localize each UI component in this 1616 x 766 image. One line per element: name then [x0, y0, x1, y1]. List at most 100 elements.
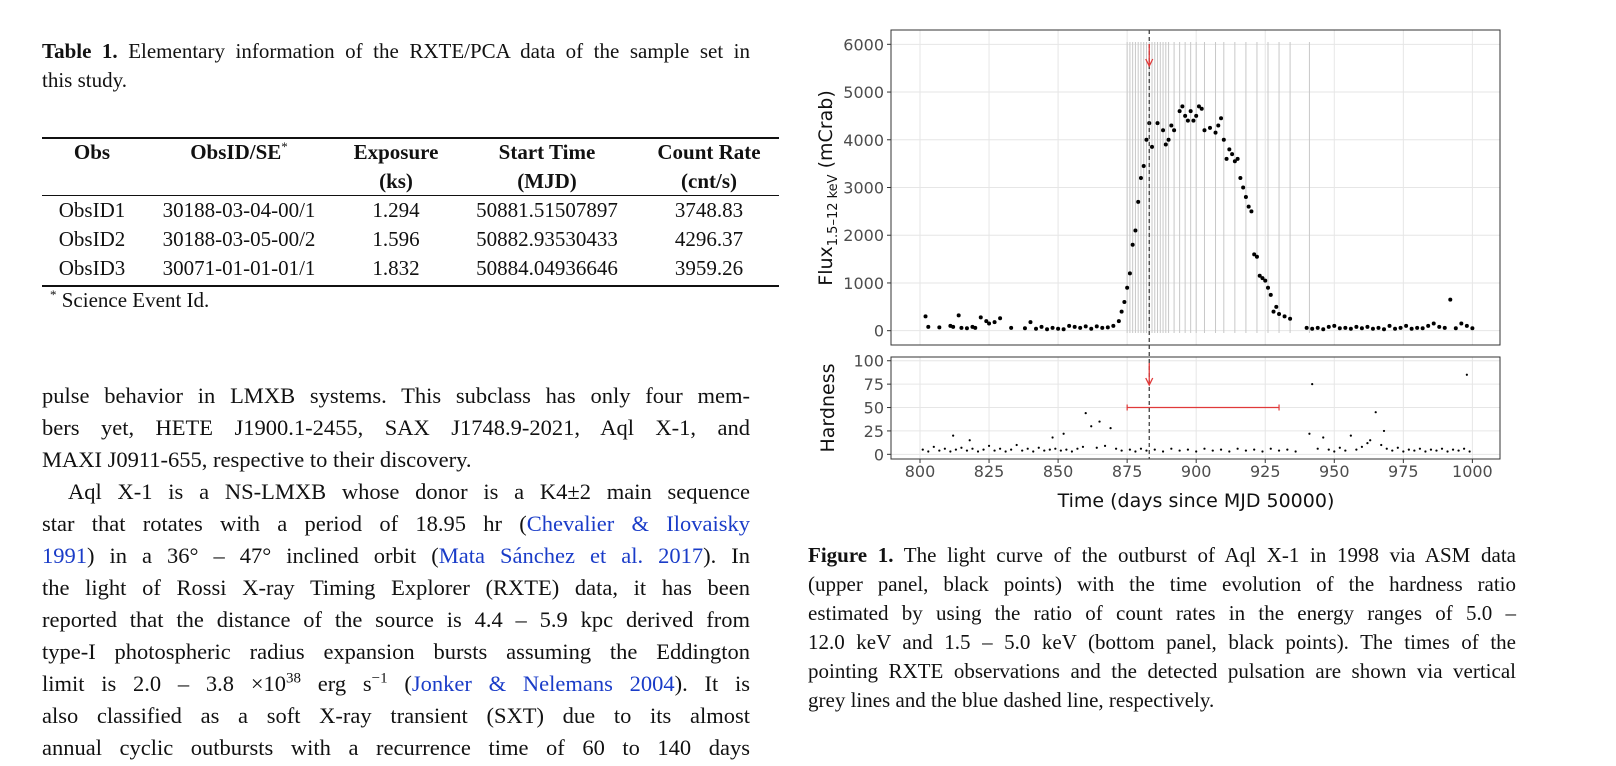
data-point — [971, 447, 974, 450]
header-text: ObsID/SE — [190, 140, 282, 164]
data-point — [1271, 309, 1276, 314]
data-point — [1448, 297, 1453, 302]
data-point — [984, 319, 989, 324]
data-point — [1004, 450, 1007, 453]
data-point — [1170, 447, 1173, 450]
table-cell: 1.294 — [372, 198, 420, 222]
data-point — [1194, 113, 1199, 118]
x-tick-label: 1000 — [1452, 462, 1493, 481]
table-cell: 50881.51507897 — [476, 198, 618, 222]
data-point — [1127, 271, 1132, 276]
data-point — [1440, 447, 1444, 450]
header-cell: Exposure (ks) — [354, 138, 439, 196]
footnote-text: Science Event Id. — [56, 288, 210, 312]
y-tick-label: 6000 — [843, 35, 884, 54]
data-point — [1208, 125, 1212, 130]
data-point — [1083, 324, 1088, 329]
data-point — [1195, 450, 1198, 453]
footnote-mark: * — [50, 287, 57, 302]
data-point — [1172, 128, 1177, 133]
data-point — [1144, 137, 1149, 142]
header-cell: Obs — [74, 138, 110, 167]
citation[interactable]: Jonker & Nelemans 2004 — [411, 671, 675, 696]
caption-text: grey lines and the blue dashed line, res… — [808, 688, 1215, 712]
data-point — [1128, 448, 1132, 451]
data-point — [956, 313, 961, 318]
data-point — [1178, 449, 1181, 452]
data-point — [1078, 325, 1083, 330]
header-cell: Count Rate (cnt/s) — [657, 138, 760, 196]
text-line: type-I photospheric radius expansion bur… — [42, 639, 750, 664]
data-point — [1380, 443, 1383, 447]
data-point — [926, 324, 931, 329]
data-point — [1076, 447, 1079, 450]
data-point — [1249, 209, 1254, 214]
data-point — [1009, 325, 1014, 330]
table-cell: 1.832 — [372, 256, 420, 280]
text: ( — [387, 671, 412, 696]
data-point — [1228, 450, 1231, 453]
data-point — [1327, 448, 1330, 451]
data-point — [1442, 325, 1447, 330]
text-line: 1991) in a 36° – 47° inclined orbit (Mat… — [42, 540, 750, 572]
text: limit is 2.0 – 3.8 ×10 — [42, 671, 287, 696]
data-point — [1028, 320, 1033, 325]
panel-border — [890, 356, 1501, 460]
caption-text: 12.0 keV and 1.5 – 5.0 keV (bottom panel… — [808, 630, 1516, 654]
data-point — [954, 448, 958, 451]
data-point — [1100, 325, 1105, 330]
text-line: limit is 2.0 – 3.8 ×1038 erg s−1 (Jonker… — [42, 668, 750, 700]
data-point — [1266, 285, 1270, 290]
data-point — [993, 449, 996, 452]
table-cell: 3959.26 — [674, 256, 744, 280]
data-point — [1360, 445, 1364, 448]
data-point — [1382, 429, 1386, 433]
data-point — [1034, 326, 1038, 331]
header-text: Exposure — [353, 140, 439, 164]
data-point — [1398, 325, 1403, 330]
data-point — [1094, 324, 1099, 329]
data-point — [1407, 448, 1410, 451]
caption-text: Elementary information of the RXTE/PCA d… — [117, 39, 750, 63]
data-point — [1155, 121, 1160, 126]
data-point — [949, 450, 952, 453]
data-point — [1021, 449, 1024, 452]
data-point — [1310, 326, 1315, 331]
data-point — [1374, 411, 1377, 414]
x-axis-label: Time (days since MJD 50000) — [1057, 490, 1335, 512]
y-tick-label: 2000 — [843, 226, 884, 245]
data-point — [968, 439, 971, 442]
data-point — [1462, 447, 1466, 450]
data-point — [1277, 311, 1282, 316]
data-point — [1138, 175, 1143, 180]
table-rule — [42, 137, 779, 139]
caption-text: estimated by using the ratio of count ra… — [808, 601, 1516, 625]
data-point — [1453, 326, 1458, 331]
table-footnote: * Science Event Id. — [50, 287, 209, 313]
data-point — [1333, 450, 1336, 453]
data-point — [1125, 285, 1130, 290]
data-point — [1133, 228, 1138, 233]
header-cell: ObsID/SE* — [190, 138, 288, 167]
data-point — [1349, 434, 1352, 437]
data-point — [1387, 323, 1392, 328]
data-point — [1098, 420, 1101, 423]
data-point — [1316, 447, 1319, 450]
citation[interactable]: Chevalier & Ilovaisky — [526, 511, 750, 536]
pulsation-arrow — [1145, 363, 1154, 387]
y-axis-label: Flux1.5–12 keV (mCrab) — [815, 90, 841, 285]
data-point — [1095, 446, 1098, 449]
caption-text: The light curve of the outburst of Aql X… — [893, 543, 1516, 567]
data-point — [1084, 412, 1087, 415]
data-point — [1105, 325, 1110, 330]
table-cell: 30071-01-01-01/1 — [162, 256, 316, 280]
data-point — [1263, 278, 1268, 283]
data-point — [976, 450, 980, 453]
text-line: pulse behavior in LMXB systems. This sub… — [42, 383, 750, 408]
header-text: (ks) — [379, 169, 413, 193]
citation[interactable]: 1991 — [42, 543, 87, 568]
data-point — [932, 445, 935, 448]
data-point — [1103, 444, 1107, 447]
data-point — [1010, 448, 1013, 451]
citation[interactable]: Mata Sánchez et al. 2017 — [438, 543, 704, 568]
